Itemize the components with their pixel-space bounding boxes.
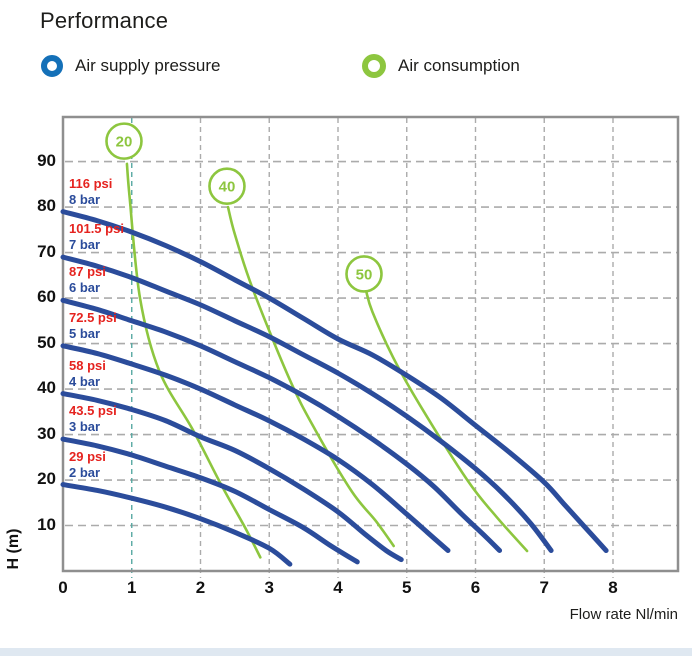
circle-label-50: 50 [356, 266, 373, 283]
air-consumption-curves [125, 162, 529, 559]
circle-label-40: 40 [219, 179, 236, 196]
air-supply-curve-3-bar [60, 436, 360, 565]
air-supply-curve-4-bar [60, 391, 404, 563]
circle-marker-40 [208, 167, 246, 205]
circle-label-20: 20 [116, 134, 133, 151]
pressure-label-3bar: 43.5 psi 3 bar [69, 403, 117, 435]
y-tick-90: 90 [37, 150, 56, 170]
bar-value: 3 bar [69, 419, 101, 435]
psi-value: 43.5 psi [69, 403, 117, 419]
psi-value: 29 psi [69, 448, 106, 464]
pressure-label-6bar: 87 psi 6 bar [69, 264, 106, 296]
consumption-circle-markers: 20 40 50 [105, 122, 383, 293]
pressure-label-5bar: 72.5 psi 5 bar [69, 310, 117, 342]
y-axis-title: H (m) [5, 528, 22, 570]
x-tick-8: 8 [608, 578, 618, 597]
y-tick-40: 40 [37, 378, 56, 398]
bar-value: 5 bar [69, 325, 101, 341]
x-tick-3: 3 [264, 578, 274, 597]
x-axis-title: Flow rate Nl/min [569, 606, 678, 623]
psi-value: 87 psi [69, 264, 106, 280]
grid-layer [65, 118, 677, 578]
y-tick-20: 20 [37, 469, 56, 489]
psi-value: 116 psi [69, 175, 113, 191]
bar-value: 8 bar [69, 191, 101, 207]
circle-marker-20 [105, 122, 143, 160]
air-supply-curve-6-bar [60, 297, 503, 554]
air-supply-curve-8-bar [60, 209, 609, 554]
air-consumption-curve-50 [364, 289, 529, 553]
pressure-label-2bar: 29 psi 2 bar [69, 449, 106, 481]
y-tick-80: 80 [37, 196, 56, 216]
air-consumption-curve-20 [125, 162, 262, 559]
psi-value: 58 psi [69, 357, 106, 373]
psi-value: 72.5 psi [69, 309, 117, 325]
bar-value: 2 bar [69, 464, 101, 480]
air-supply-curve-7-bar [60, 254, 554, 554]
page-title: Performance [40, 8, 169, 33]
bar-value: 4 bar [69, 373, 101, 389]
y-tick-30: 30 [37, 423, 56, 443]
y-tick-60: 60 [37, 287, 56, 307]
y-tick-70: 70 [37, 241, 56, 261]
pressure-label-8bar: 116 psi 8 bar [69, 176, 112, 208]
air-supply-curves [60, 209, 609, 567]
bar-value: 7 bar [69, 237, 101, 253]
psi-value: 101.5 psi [69, 221, 124, 237]
x-tick-0: 0 [58, 578, 68, 597]
green-ring-icon [362, 54, 386, 78]
x-tick-5: 5 [402, 578, 412, 597]
bar-value: 6 bar [69, 280, 101, 296]
circle-marker-50 [345, 255, 383, 293]
x-tick-2: 2 [195, 578, 206, 597]
legend-air-consumption: Air consumption [362, 54, 520, 78]
legend-label-air-consumption: Air consumption [398, 56, 520, 75]
air-consumption-curve-40 [226, 205, 395, 548]
x-tick-4: 4 [333, 578, 343, 597]
y-tick-10: 10 [37, 514, 56, 534]
x-tick-1: 1 [127, 578, 137, 597]
y-tick-50: 50 [37, 332, 56, 352]
blue-ring-icon [41, 55, 63, 77]
pressure-label-4bar: 58 psi 4 bar [69, 358, 106, 390]
air-supply-curve-2-bar [60, 482, 293, 567]
bottom-strip-divider [0, 648, 692, 656]
legend-label-air-supply: Air supply pressure [75, 56, 221, 75]
air-supply-curve-5-bar [60, 343, 451, 554]
x-tick-6: 6 [470, 578, 481, 597]
legend-air-supply-pressure: Air supply pressure [41, 55, 221, 77]
x-tick-7: 7 [539, 578, 549, 597]
pressure-label-7bar: 101.5 psi 7 bar [69, 221, 124, 253]
